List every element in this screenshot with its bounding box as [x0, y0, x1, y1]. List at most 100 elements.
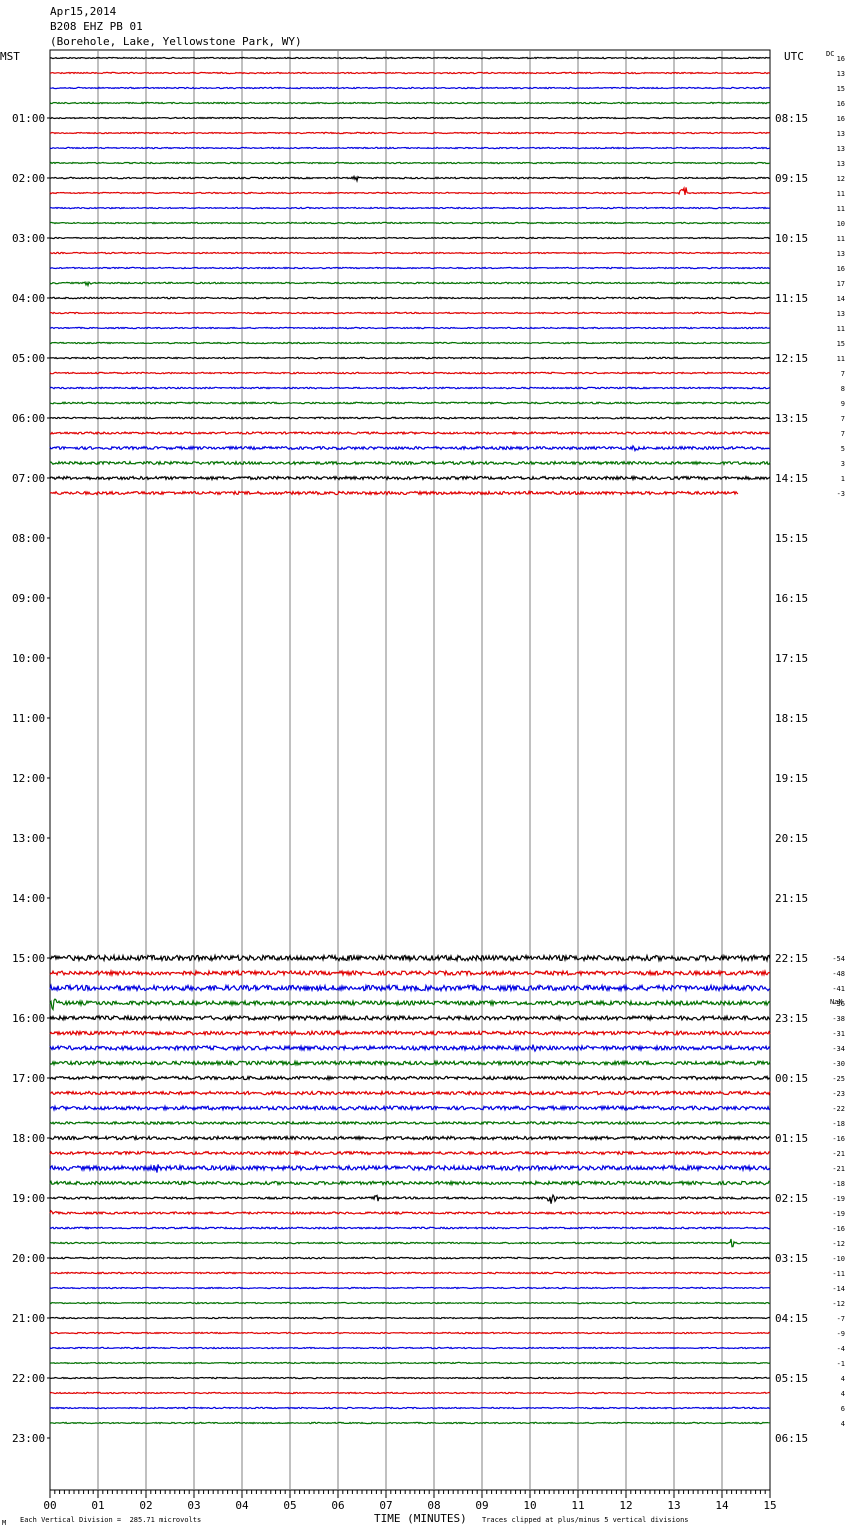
seismic-trace	[49, 1361, 771, 1365]
seismic-trace	[49, 1179, 771, 1187]
trace-offset-value: 7	[841, 415, 845, 423]
trace-offset-value: 11	[837, 355, 845, 363]
trace-offset-value: 11	[837, 190, 845, 198]
trace-offset-value: 15	[837, 340, 845, 348]
trace-offset-value: 15	[837, 85, 845, 93]
trace-offset-value: 1	[841, 475, 845, 483]
x-axis-label: TIME (MINUTES)	[374, 1512, 467, 1525]
trace-offset-value: 7	[841, 370, 845, 378]
right-timezone-label: UTC	[784, 50, 804, 63]
seismic-trace	[49, 116, 771, 120]
utc-hour-label: 17:15	[775, 652, 808, 665]
x-tick-label: 10	[523, 1499, 536, 1512]
seismic-trace	[50, 311, 771, 315]
utc-hour-label: 21:15	[775, 892, 808, 905]
seismic-trace	[49, 101, 771, 105]
trace-offset-value: 16	[837, 115, 845, 123]
trace-offset-value: -25	[832, 1075, 845, 1083]
trace-offset-value: 13	[837, 250, 845, 258]
mst-hour-label: 21:00	[12, 1312, 45, 1325]
chart-station: B208 EHZ PB 01	[50, 20, 143, 33]
seismic-trace	[49, 998, 771, 1012]
utc-hour-label: 14:15	[775, 472, 808, 485]
seismic-trace	[49, 131, 771, 135]
seismic-trace	[50, 1406, 770, 1410]
trace-offset-value: 4	[841, 1375, 845, 1383]
trace-offset-value: -23	[832, 1090, 845, 1098]
seismic-trace	[49, 1209, 771, 1216]
x-tick-label: 14	[715, 1499, 729, 1512]
utc-hour-label: 06:15	[775, 1432, 808, 1445]
seismic-trace	[49, 1391, 771, 1395]
trace-offset-value: -12	[832, 1240, 845, 1248]
trace-offset-value: -21	[832, 1165, 845, 1173]
x-tick-label: 11	[571, 1499, 584, 1512]
seismic-trace	[50, 326, 771, 330]
seismic-trace	[49, 953, 771, 963]
seismic-trace	[49, 186, 771, 196]
utc-hour-label: 16:15	[775, 592, 808, 605]
trace-offset-value: -7	[837, 1315, 845, 1323]
trace-offset-value: -14	[832, 1285, 845, 1293]
x-tick-label: 02	[139, 1499, 152, 1512]
utc-hour-label: 03:15	[775, 1252, 808, 1265]
trace-offset-value: 10	[837, 220, 845, 228]
seismic-trace	[49, 459, 771, 466]
mst-hour-label: 09:00	[12, 592, 45, 605]
seismic-trace	[49, 280, 771, 288]
scale-note: Each Vertical Division = 285.71 microvol…	[20, 1516, 202, 1524]
chart-date: Apr15,2014	[50, 5, 117, 18]
utc-hour-label: 20:15	[775, 832, 808, 845]
trace-offset-value: -36	[832, 1000, 845, 1008]
seismic-trace	[49, 1346, 771, 1350]
seismic-trace	[49, 221, 771, 225]
utc-hour-label: 19:15	[775, 772, 808, 785]
seismic-trace	[49, 386, 771, 390]
trace-offset-value: 5	[841, 445, 845, 453]
mst-hour-label: 05:00	[12, 352, 45, 365]
trace-offset-value: -18	[832, 1120, 845, 1128]
trace-offset-value: -1	[837, 1360, 845, 1368]
seismic-trace	[49, 356, 771, 360]
trace-offset-value: 11	[837, 235, 845, 243]
trace-offset-value: 4	[841, 1420, 845, 1428]
trace-offset-value: -19	[832, 1195, 845, 1203]
seismic-trace	[49, 416, 771, 420]
mst-hour-label: 16:00	[12, 1012, 45, 1025]
trace-offset-value: 14	[837, 295, 845, 303]
x-tick-label: 07	[379, 1499, 392, 1512]
seismic-trace	[49, 174, 771, 183]
seismic-trace	[49, 1014, 771, 1023]
trace-offset-value: -31	[832, 1030, 845, 1038]
seismic-trace	[49, 296, 771, 300]
seismic-trace	[49, 444, 771, 453]
seismic-trace	[49, 146, 771, 150]
trace-offset-value: 11	[837, 325, 845, 333]
seismic-trace	[49, 474, 771, 482]
trace-offset-value: -10	[832, 1255, 845, 1263]
seismic-trace	[50, 1193, 771, 1204]
trace-offset-value: -38	[832, 1015, 845, 1023]
seismic-trace	[49, 251, 771, 255]
seismic-trace	[49, 1104, 771, 1112]
trace-offset-value: -21	[832, 1150, 845, 1158]
seismic-trace	[49, 56, 771, 60]
utc-hour-label: 13:15	[775, 412, 808, 425]
trace-offset-value: 9	[841, 400, 845, 408]
trace-offset-value: -34	[832, 1045, 845, 1053]
mst-hour-label: 03:00	[12, 232, 45, 245]
trace-offset-value: -18	[832, 1180, 845, 1188]
x-tick-label: 06	[331, 1499, 344, 1512]
chart-location: (Borehole, Lake, Yellowstone Park, WY)	[50, 35, 302, 48]
left-timezone-label: MST	[0, 50, 20, 63]
trace-offset-value: -19	[832, 1210, 845, 1218]
seismic-trace	[49, 1226, 771, 1230]
trace-offset-value: -41	[832, 985, 845, 993]
seismic-trace	[49, 1421, 770, 1425]
seismic-trace	[49, 1089, 771, 1097]
x-tick-label: 04	[235, 1499, 249, 1512]
trace-offset-value: 4	[841, 1390, 845, 1398]
trace-offset-value: -30	[832, 1060, 845, 1068]
mst-hour-label: 10:00	[12, 652, 45, 665]
